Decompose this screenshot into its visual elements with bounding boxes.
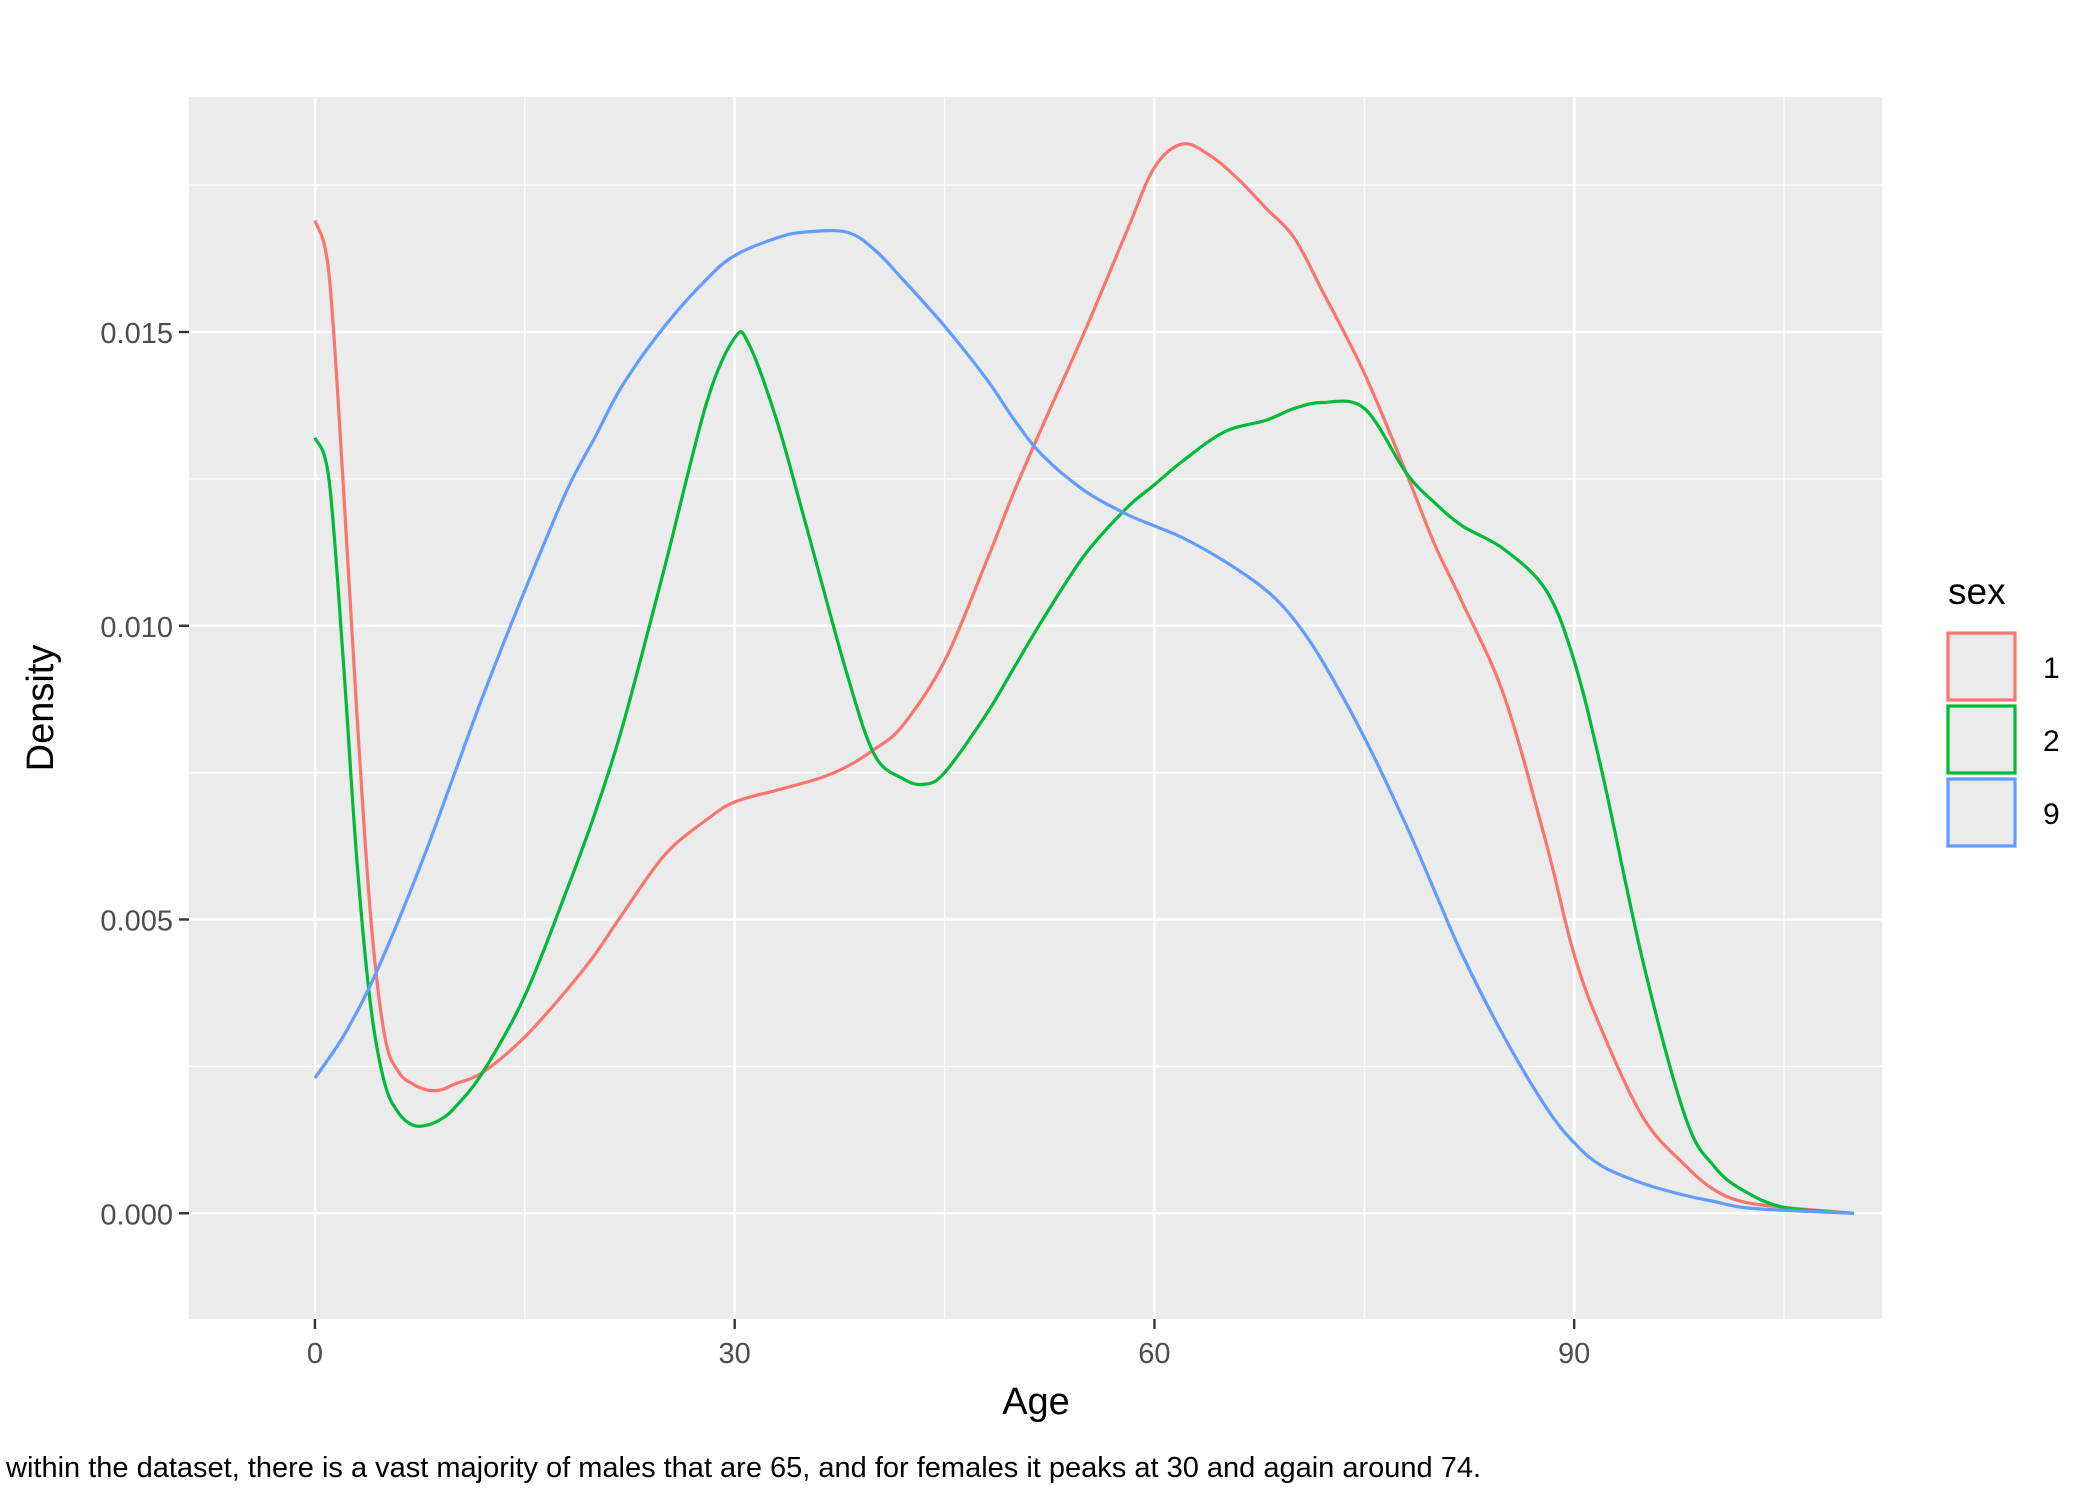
caption: within the dataset, there is a vast majo… — [6, 1452, 1482, 1484]
x-axis: 0 30 60 90 — [307, 1319, 1590, 1370]
legend-label: 1 — [2043, 652, 2060, 685]
x-axis-title: Age — [1002, 1381, 1070, 1423]
series-line-1 — [313, 142, 1855, 1215]
y-tick-label: 0.010 — [100, 612, 173, 644]
legend-title: sex — [1948, 571, 2006, 612]
y-tick-label: 0.015 — [100, 318, 173, 350]
x-tick-label: 0 — [307, 1338, 323, 1370]
minor-gridlines — [189, 97, 1882, 1319]
series-line-2 — [313, 330, 1855, 1215]
y-axis-title: Density — [20, 645, 62, 772]
legend-key-2 — [1946, 704, 2017, 775]
series-lines — [313, 142, 1855, 1215]
y-tick-label: 0.000 — [100, 1199, 173, 1231]
y-axis: 0.000 0.005 0.010 0.015 — [100, 318, 189, 1231]
legend-key-9 — [1946, 777, 2017, 848]
y-tick-label: 0.005 — [100, 906, 173, 938]
legend: sex 1 2 9 — [1946, 571, 2060, 848]
legend-label: 2 — [2043, 725, 2060, 758]
legend-key-1 — [1946, 631, 2017, 702]
major-gridlines — [189, 97, 1882, 1319]
x-tick-label: 60 — [1138, 1338, 1170, 1370]
x-tick-label: 90 — [1558, 1338, 1590, 1370]
x-tick-label: 30 — [719, 1338, 751, 1370]
panel-background — [189, 97, 1882, 1319]
series-line-9 — [313, 228, 1855, 1215]
legend-label: 9 — [2043, 798, 2060, 831]
